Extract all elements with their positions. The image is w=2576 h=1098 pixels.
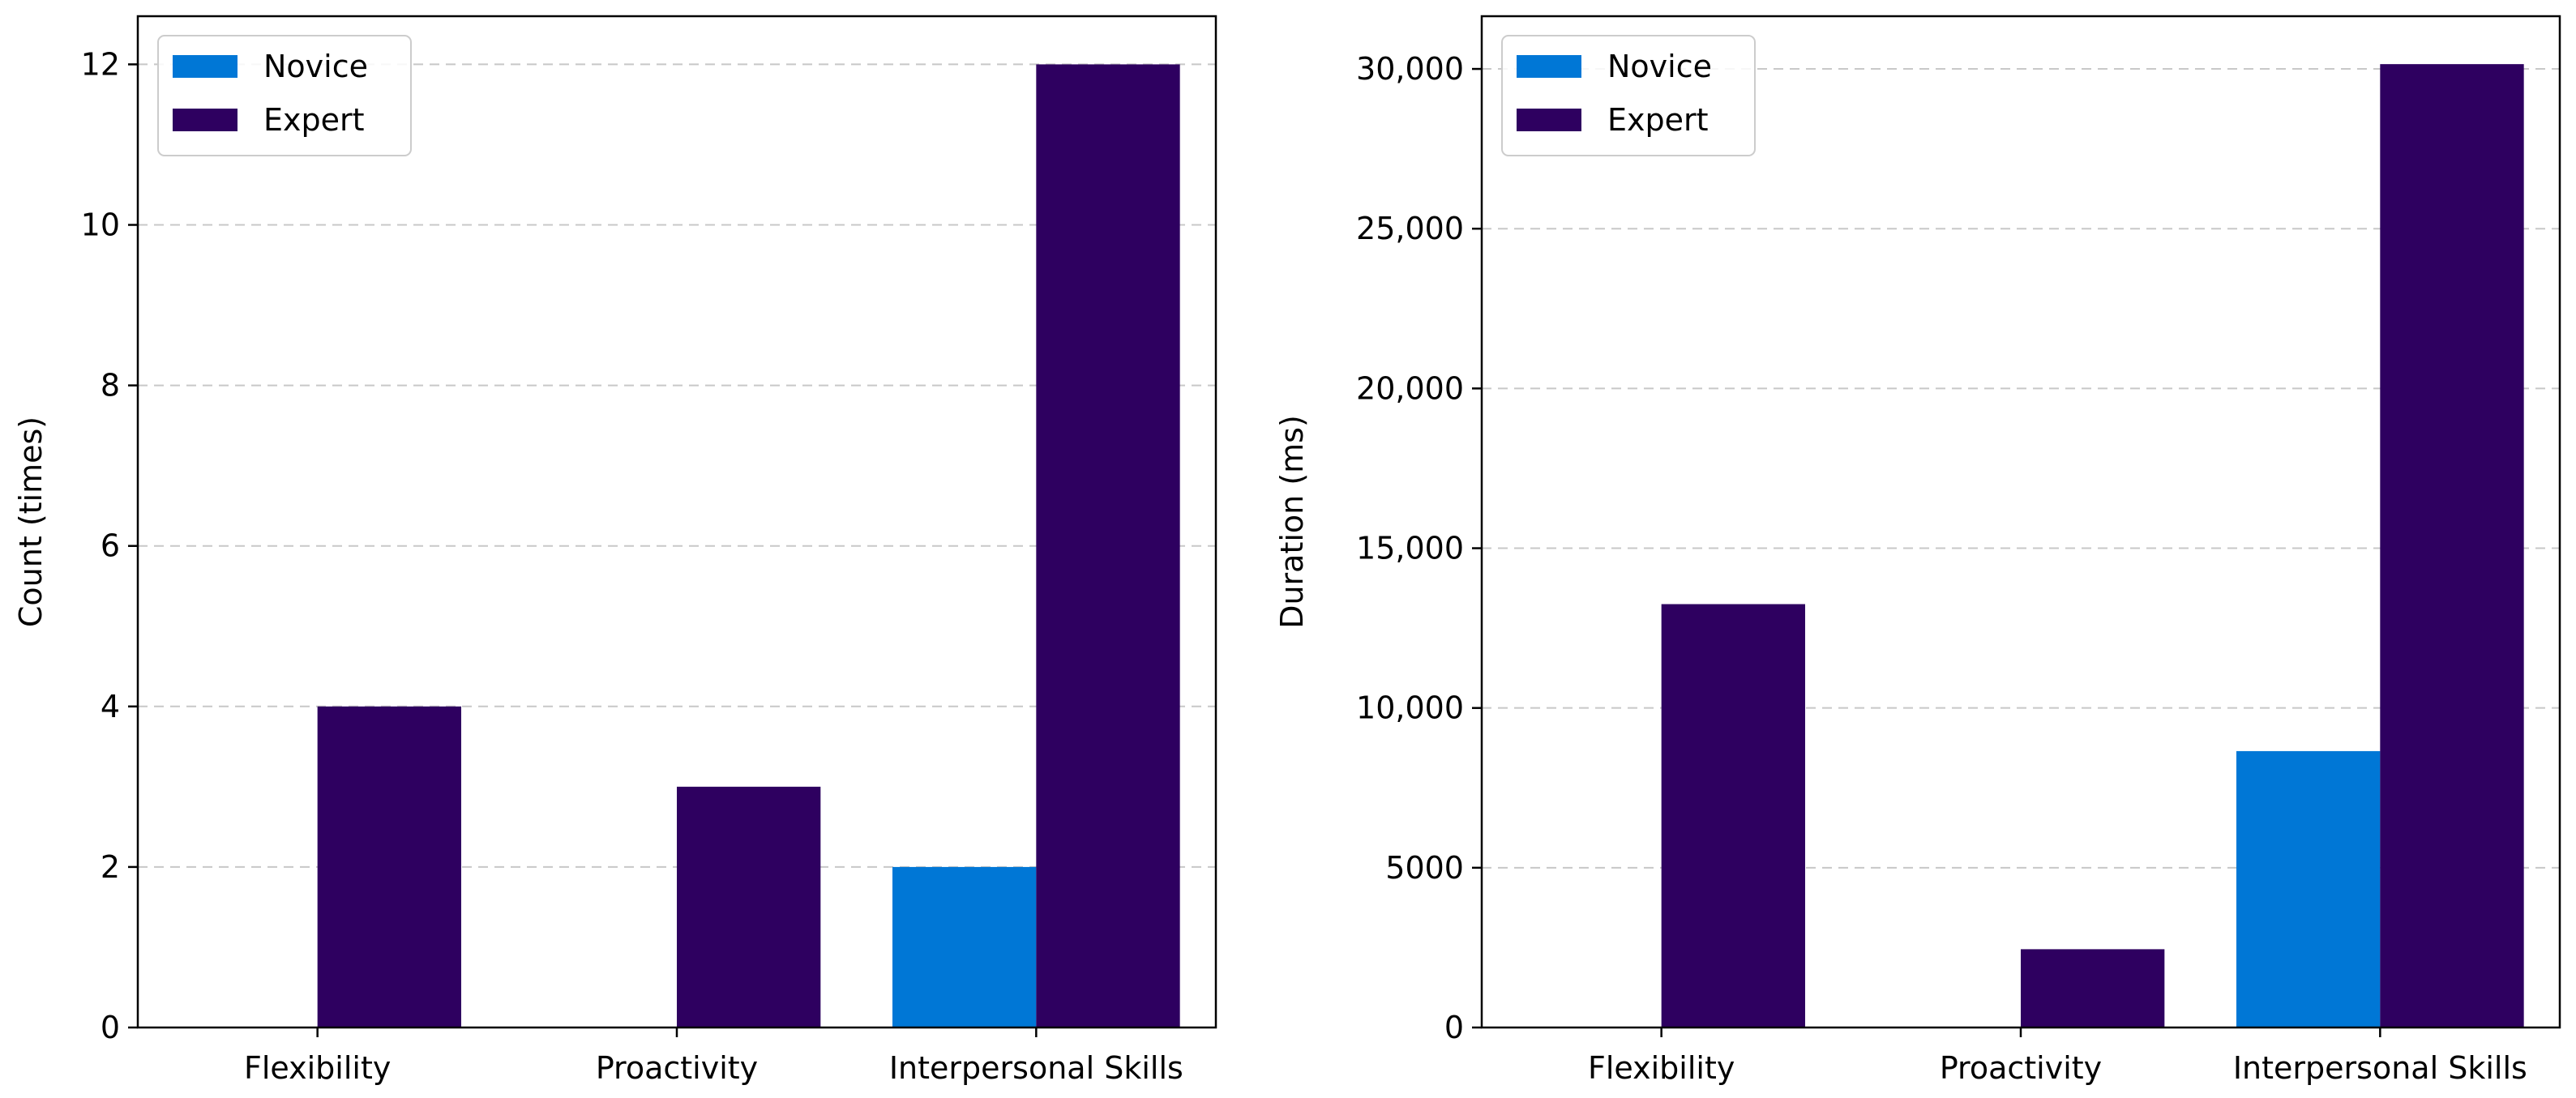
y-tick-label: 30,000 bbox=[1356, 51, 1464, 87]
bar-expert-proactivity bbox=[2021, 949, 2165, 1028]
x-tick-label: Proactivity bbox=[1940, 1050, 2102, 1086]
bar-expert-flexibility bbox=[317, 706, 461, 1028]
legend-label-expert: Expert bbox=[263, 102, 365, 138]
bar-expert-interpersonal-skills bbox=[2380, 64, 2524, 1028]
legend-swatch-expert bbox=[173, 109, 237, 131]
legend: Novice Expert bbox=[1501, 35, 1756, 156]
bar-expert-proactivity bbox=[677, 786, 821, 1028]
legend-label-expert: Expert bbox=[1607, 102, 1709, 138]
y-tick-label: 4 bbox=[101, 689, 120, 724]
y-tick-label: 20,000 bbox=[1356, 370, 1464, 406]
y-tick-label: 2 bbox=[101, 849, 120, 885]
bar-expert-flexibility bbox=[1661, 604, 1805, 1028]
bar-expert-interpersonal-skills bbox=[1036, 64, 1180, 1028]
y-tick-label: 10,000 bbox=[1356, 690, 1464, 726]
y-tick-label: 0 bbox=[101, 1010, 120, 1045]
bar-novice-interpersonal-skills bbox=[892, 866, 1037, 1028]
bar-novice-interpersonal-skills bbox=[2236, 750, 2381, 1028]
x-tick-label: Interpersonal Skills bbox=[2233, 1050, 2527, 1086]
y-tick-label: 12 bbox=[81, 46, 120, 82]
legend-swatch-novice bbox=[1517, 55, 1581, 78]
count-chart: 0 2 4 6 8 10 12 Flexibility Proactivity Interpers… bbox=[13, 15, 1217, 1086]
y-tick-label: 5000 bbox=[1385, 850, 1464, 886]
y-tick-label: 6 bbox=[101, 528, 120, 564]
y-tick-label: 8 bbox=[101, 368, 120, 404]
legend-label-novice: Novice bbox=[1607, 49, 1712, 84]
y-axis-label: Count (times) bbox=[13, 417, 49, 627]
x-tick-label: Interpersonal Skills bbox=[889, 1050, 1183, 1086]
x-tick-label: Flexibility bbox=[244, 1050, 391, 1086]
y-tick-label: 10 bbox=[81, 207, 120, 243]
duration-chart: 0 5000 10,000 15,000 20,000 25,000 30,000 Flexi… bbox=[1274, 15, 2561, 1086]
x-tick-label: Flexibility bbox=[1588, 1050, 1735, 1086]
legend-swatch-novice bbox=[173, 55, 237, 78]
y-tick-label: 15,000 bbox=[1356, 531, 1464, 566]
legend-swatch-expert bbox=[1517, 109, 1581, 131]
y-tick-label: 0 bbox=[1444, 1010, 1464, 1045]
x-tick-label: Proactivity bbox=[596, 1050, 758, 1086]
y-tick-label: 25,000 bbox=[1356, 211, 1464, 246]
legend-label-novice: Novice bbox=[263, 49, 368, 84]
legend: Novice Expert bbox=[157, 35, 412, 156]
y-axis-label: Duration (ms) bbox=[1274, 415, 1310, 629]
